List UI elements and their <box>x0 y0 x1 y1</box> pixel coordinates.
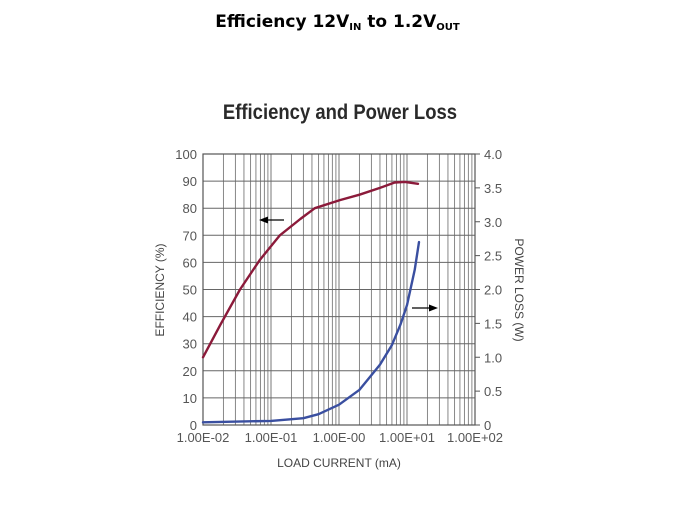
y-tick-label: 0 <box>190 418 197 433</box>
y-tick-label: 10 <box>183 391 197 406</box>
y-tick-label: 50 <box>183 283 197 298</box>
y2-tick-label: 4.0 <box>484 147 502 162</box>
chart-series <box>201 180 421 424</box>
y-axis-label-left: EFFICIENCY (%) <box>153 243 167 336</box>
y2-tick-label: 0 <box>484 418 491 433</box>
y-tick-label: 70 <box>183 228 197 243</box>
power-loss-line <box>201 240 421 424</box>
x-axis-label: LOAD CURRENT (mA) <box>277 456 401 470</box>
arrowhead-left-icon <box>259 216 268 224</box>
x-tick-label: 1.00E+01 <box>379 430 435 445</box>
y-tick-label: 80 <box>183 201 197 216</box>
chart-annotations <box>259 216 438 312</box>
axis-ticks: 0 10 20 30 40 50 60 70 80 90 100 0 0.5 1.0 1.5 2.0 2.5 3.… <box>175 147 503 445</box>
y-tick-label: 100 <box>175 147 197 162</box>
chart-grid <box>202 153 476 426</box>
x-tick-label: 1.00E-02 <box>177 430 230 445</box>
title-sub-in: IN <box>349 22 362 33</box>
y-tick-label: 40 <box>183 310 197 325</box>
x-tick-label: 1.00E+02 <box>447 430 503 445</box>
y2-tick-label: 2.5 <box>484 249 502 264</box>
chart-title: Efficiency and Power Loss <box>222 101 458 124</box>
y2-tick-label: 0.5 <box>484 384 502 399</box>
efficiency-line <box>201 180 420 359</box>
title-main: Efficiency 12V <box>215 12 350 32</box>
title-mid: to 1.2V <box>361 12 437 32</box>
y2-tick-label: 1.0 <box>484 350 502 365</box>
y2-tick-label: 3.0 <box>484 215 502 230</box>
arrowhead-right-icon <box>429 304 438 312</box>
y-tick-label: 90 <box>183 174 197 189</box>
y2-tick-label: 3.5 <box>484 181 502 196</box>
y-tick-label: 60 <box>183 255 197 270</box>
slide-title: Efficiency 12VIN to 1.2VOUT <box>0 12 675 33</box>
y-tick-label: 20 <box>183 364 197 379</box>
x-tick-label: 1.00E-01 <box>245 430 298 445</box>
x-tick-label: 1.00E-00 <box>313 430 366 445</box>
y-axis-label-right: POWER LOSS (W) <box>512 238 526 341</box>
y-tick-label: 30 <box>183 337 197 352</box>
y2-tick-label: 2.0 <box>484 283 502 298</box>
y2-tick-label: 1.5 <box>484 316 502 331</box>
title-sub-out: OUT <box>436 22 460 33</box>
